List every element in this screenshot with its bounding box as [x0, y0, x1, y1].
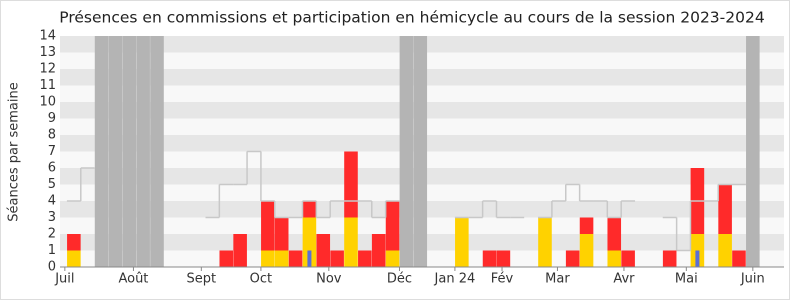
bar: [538, 217, 552, 267]
bar: [565, 250, 580, 267]
y-tick-label: 1: [48, 243, 56, 258]
bar: [344, 151, 358, 218]
bar: [579, 217, 594, 234]
bar: [94, 36, 109, 267]
bar: [122, 36, 137, 267]
bar: [108, 36, 123, 267]
x-tick-label: Nov: [316, 272, 342, 287]
bar: [718, 184, 732, 234]
y-tick-label: 14: [39, 29, 56, 44]
bar: [385, 201, 400, 251]
x-tick-label: Juil: [54, 272, 74, 287]
bar: [385, 250, 400, 267]
y-tick-label: 9: [48, 111, 56, 126]
x-tick-label: Avr: [613, 272, 635, 287]
bar: [496, 250, 511, 267]
x-tick-label: Fév: [491, 272, 514, 287]
bar: [732, 250, 746, 267]
bar: [274, 250, 289, 267]
x-tick-label: Mar: [545, 272, 570, 287]
bar: [67, 250, 81, 267]
y-tick-label: 13: [39, 45, 56, 60]
y-tick-label: 12: [39, 62, 56, 77]
bar: [330, 250, 344, 267]
x-tick-label: Mai: [675, 272, 698, 287]
bar: [233, 234, 247, 267]
bar: [302, 201, 317, 218]
thin-bar: [695, 250, 700, 267]
x-tick-label: Déc: [387, 272, 412, 287]
y-axis-label: Séances par semaine: [7, 82, 22, 221]
bar: [399, 36, 414, 267]
x-tick-label: Oct: [250, 272, 272, 287]
bar: [718, 234, 732, 267]
y-tick-label: 7: [48, 144, 56, 159]
y-tick-label: 3: [48, 210, 56, 225]
y-tick-label: 2: [48, 227, 56, 242]
y-tick-label: 0: [48, 260, 56, 275]
bar: [136, 36, 150, 267]
bar: [621, 250, 635, 267]
bar: [358, 250, 372, 267]
x-tick-label: Août: [118, 272, 148, 287]
bar: [746, 36, 760, 267]
thin-bar: [307, 250, 312, 267]
bar: [274, 217, 289, 251]
bar: [302, 217, 317, 267]
bar: [371, 234, 386, 267]
bar: [482, 250, 497, 267]
bar: [455, 217, 469, 267]
bar: [288, 250, 303, 267]
bar: [579, 234, 594, 267]
chart-title: Présences en commissions et participatio…: [59, 9, 764, 27]
bar: [316, 234, 331, 267]
bar: [219, 250, 234, 267]
y-tick-label: 4: [48, 194, 56, 209]
y-tick-label: 11: [39, 78, 56, 93]
bar: [607, 250, 622, 267]
y-tick-label: 6: [48, 161, 56, 176]
x-tick-label: Jan 24: [434, 272, 476, 287]
x-tick-label: Juin: [740, 272, 765, 287]
bar: [344, 217, 358, 267]
y-tick-label: 8: [48, 128, 56, 143]
bar: [413, 36, 428, 267]
bar: [607, 217, 622, 251]
bar: [662, 250, 677, 267]
bar: [150, 36, 164, 267]
bar: [261, 250, 275, 267]
bar: [261, 201, 275, 251]
bar: [67, 234, 81, 251]
x-tick-label: Sept: [187, 272, 217, 287]
y-tick-label: 10: [39, 95, 56, 110]
y-tick-label: 5: [48, 177, 56, 192]
